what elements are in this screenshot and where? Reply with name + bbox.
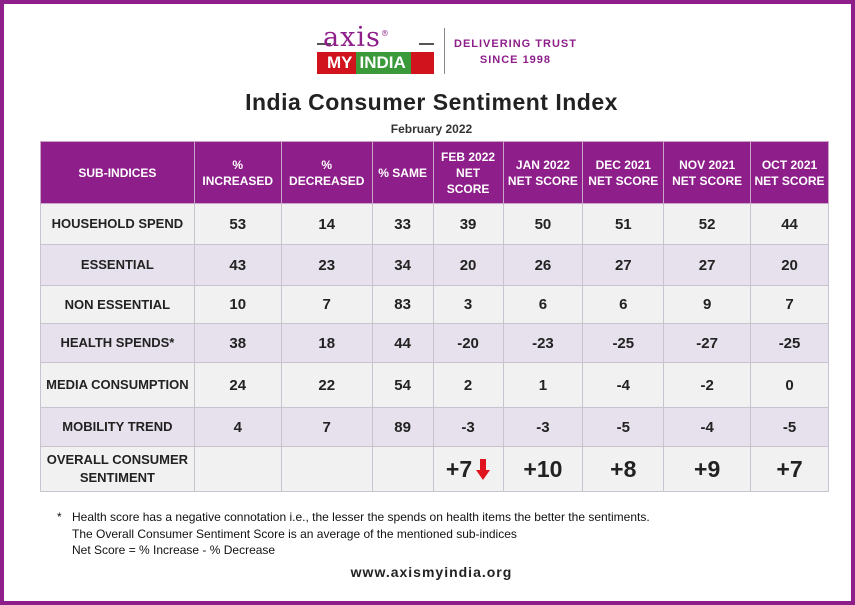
header-increased: % INCREASED [193, 141, 282, 204]
cell-same: 33 [371, 203, 434, 245]
cell-dec: -4 [582, 362, 665, 408]
cell-nov-overall: +9 [663, 446, 752, 492]
cell-dec: -25 [582, 323, 665, 363]
cell-feb-overall: +7 [432, 446, 504, 492]
table-row: ESSENTIAL 43 23 34 20 26 27 27 20 [40, 244, 829, 286]
row-label: HEALTH SPENDS* [40, 323, 195, 363]
page-title: India Consumer Sentiment Index [245, 89, 618, 115]
cell-decreased: 18 [280, 323, 373, 363]
table-row: MEDIA CONSUMPTION 24 22 54 2 1 -4 -2 0 [40, 362, 829, 408]
row-label: MEDIA CONSUMPTION [40, 362, 195, 408]
row-label: MOBILITY TREND [40, 407, 195, 447]
website-link[interactable]: www.axismyindia.org [350, 564, 513, 580]
cell-dec: 51 [582, 203, 665, 245]
header-oct-2021: OCT 2021 NET SCORE [750, 141, 829, 204]
cell-feb: 3 [432, 285, 504, 324]
cell-same: 34 [371, 244, 434, 286]
cell-jan: 6 [502, 285, 584, 324]
logo-rule-left [317, 43, 331, 45]
cell-feb: -3 [432, 407, 504, 447]
cell-increased: 4 [193, 407, 282, 447]
row-label: HOUSEHOLD SPEND [40, 203, 195, 245]
logo-my-india-text: MY INDIA [317, 52, 434, 74]
cell-oct-overall: +7 [750, 446, 829, 492]
cell-oct: 0 [750, 362, 829, 408]
table-row: HEALTH SPENDS* 38 18 44 -20 -23 -25 -27 … [40, 323, 829, 363]
page-subtitle: February 2022 [390, 122, 473, 136]
cell-decreased: 23 [280, 244, 373, 286]
cell-same: 83 [371, 285, 434, 324]
cell-same: 89 [371, 407, 434, 447]
header-feb-2022: FEB 2022 NET SCORE [432, 141, 504, 204]
cell-feb: -20 [432, 323, 504, 363]
table-header-row: SUB-INDICES % INCREASED % DECREASED % SA… [40, 141, 829, 204]
cell-oct: 7 [750, 285, 829, 324]
row-label-overall: OVERALL CONSUMER SENTIMENT [40, 446, 195, 492]
cell-increased: 43 [193, 244, 282, 286]
cell-increased: 10 [193, 285, 282, 324]
footnote-health: Health score has a negative connotation … [72, 510, 650, 524]
overall-feb-score: +7 [445, 455, 473, 482]
cell-increased-empty [193, 446, 282, 492]
down-arrow-icon [476, 459, 491, 481]
footnotes: * Health score has a negative connotatio… [57, 509, 650, 559]
cell-jan: -3 [502, 407, 584, 447]
cell-jan: 50 [502, 203, 584, 245]
header-dec-2021: DEC 2021 NET SCORE [582, 141, 665, 204]
sentiment-table: SUB-INDICES % INCREASED % DECREASED % SA… [40, 141, 829, 492]
cell-decreased: 22 [280, 362, 373, 408]
cell-increased: 53 [193, 203, 282, 245]
footnote-asterisk: * [57, 510, 62, 524]
cell-increased: 24 [193, 362, 282, 408]
cell-decreased: 14 [280, 203, 373, 245]
cell-decreased-empty [280, 446, 373, 492]
cell-nov: 27 [663, 244, 752, 286]
row-label: NON ESSENTIAL [40, 285, 195, 324]
footnote-net-score: Net Score = % Increase - % Decrease [72, 543, 276, 557]
header-decreased: % DECREASED [280, 141, 373, 204]
header-nov-2021: NOV 2021 NET SCORE [663, 141, 752, 204]
header-same: % SAME [371, 141, 434, 204]
cell-nov: -4 [663, 407, 752, 447]
cell-jan-overall: +10 [502, 446, 584, 492]
cell-jan: 26 [502, 244, 584, 286]
cell-jan: 1 [502, 362, 584, 408]
table-row: NON ESSENTIAL 10 7 83 3 6 6 9 7 [40, 285, 829, 324]
cell-oct: -5 [750, 407, 829, 447]
cell-nov: 9 [663, 285, 752, 324]
cell-nov: -27 [663, 323, 752, 363]
logo-rule-right [419, 43, 434, 45]
cell-feb: 39 [432, 203, 504, 245]
logo-separator [444, 28, 445, 74]
table-row: MOBILITY TREND 4 7 89 -3 -3 -5 -4 -5 [40, 407, 829, 447]
cell-oct: -25 [750, 323, 829, 363]
cell-increased: 38 [193, 323, 282, 363]
cell-dec: 6 [582, 285, 665, 324]
cell-dec: 27 [582, 244, 665, 286]
header-sub-indices: SUB-INDICES [40, 141, 195, 204]
axis-my-india-logo: axis® MY INDIA DELIVERING TRUST SINCE 199… [317, 22, 582, 78]
logo-axis-text: axis® [323, 22, 390, 53]
cell-feb: 20 [432, 244, 504, 286]
cell-same: 54 [371, 362, 434, 408]
header-jan-2022: JAN 2022 NET SCORE [502, 141, 584, 204]
logo-tagline: DELIVERING TRUST SINCE 1998 [454, 38, 577, 66]
cell-nov: -2 [663, 362, 752, 408]
cell-decreased: 7 [280, 285, 373, 324]
cell-feb: 2 [432, 362, 504, 408]
cell-same: 44 [371, 323, 434, 363]
cell-nov: 52 [663, 203, 752, 245]
cell-same-empty [371, 446, 434, 492]
cell-oct: 20 [750, 244, 829, 286]
table-row-overall: OVERALL CONSUMER SENTIMENT +7 +10 +8 +9 … [40, 446, 829, 492]
cell-decreased: 7 [280, 407, 373, 447]
row-label: ESSENTIAL [40, 244, 195, 286]
cell-dec: -5 [582, 407, 665, 447]
cell-oct: 44 [750, 203, 829, 245]
footnote-overall: The Overall Consumer Sentiment Score is … [72, 526, 517, 541]
cell-jan: -23 [502, 323, 584, 363]
cell-dec-overall: +8 [582, 446, 665, 492]
table-row: HOUSEHOLD SPEND 53 14 33 39 50 51 52 44 [40, 203, 829, 245]
